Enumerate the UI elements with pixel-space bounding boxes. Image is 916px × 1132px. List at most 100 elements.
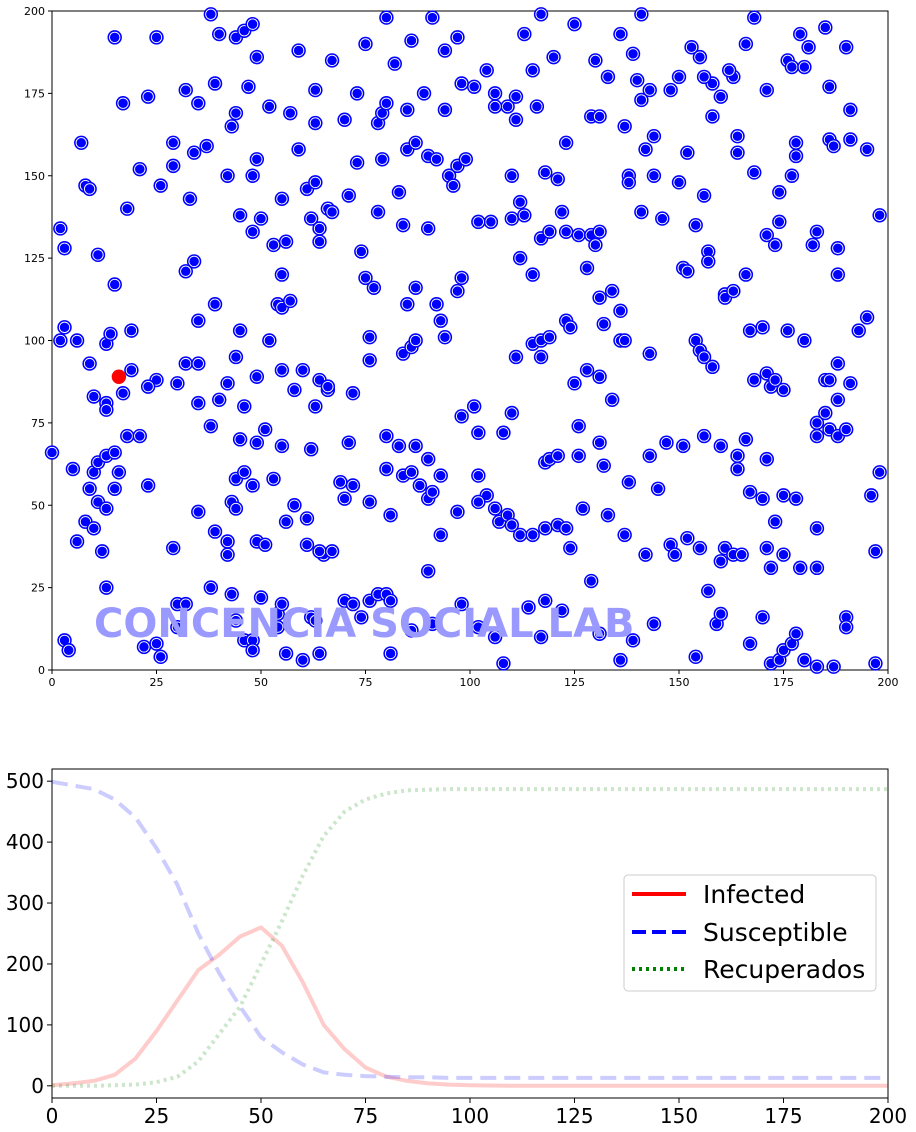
point-ring bbox=[786, 170, 798, 182]
x-tick-label: 25 bbox=[150, 676, 164, 689]
point-ring bbox=[447, 179, 459, 192]
point-ring bbox=[861, 143, 873, 156]
point-ring bbox=[790, 137, 802, 149]
point-ring bbox=[109, 278, 121, 291]
point-ring bbox=[280, 647, 292, 660]
point-ring bbox=[347, 598, 359, 610]
point-ring bbox=[694, 51, 706, 63]
point-ring bbox=[777, 489, 790, 502]
point-ring bbox=[83, 183, 96, 195]
point-ring bbox=[322, 380, 334, 393]
point-ring bbox=[455, 410, 468, 422]
point-ring bbox=[155, 179, 167, 192]
x-tick-label: 0 bbox=[46, 1104, 59, 1128]
x-tick-label: 125 bbox=[555, 1104, 593, 1128]
point-ring bbox=[355, 611, 367, 623]
point-ring bbox=[777, 384, 790, 396]
point-ring bbox=[439, 104, 451, 116]
line-y-axis: 0 100 200 300 400 500 bbox=[6, 769, 52, 1098]
point-ring bbox=[355, 245, 367, 258]
point-ring bbox=[121, 203, 133, 215]
point-ring bbox=[255, 591, 267, 604]
point-ring bbox=[619, 334, 631, 347]
point-ring bbox=[234, 433, 246, 445]
point-ring bbox=[167, 137, 179, 149]
point-ring bbox=[744, 486, 756, 498]
y-tick-label: 0 bbox=[38, 664, 45, 677]
point-ring bbox=[284, 107, 296, 119]
point-ring bbox=[351, 156, 363, 169]
point-ring bbox=[510, 114, 522, 126]
point-ring bbox=[828, 661, 840, 673]
point-ring bbox=[167, 542, 179, 554]
point-ring bbox=[715, 440, 727, 452]
point-ring bbox=[238, 400, 250, 413]
point-ring bbox=[472, 427, 485, 439]
point-ring bbox=[276, 598, 288, 610]
point-ring bbox=[560, 226, 572, 238]
point-ring bbox=[832, 430, 844, 442]
point-ring bbox=[740, 433, 752, 445]
point-ring bbox=[63, 644, 75, 656]
point-ring bbox=[368, 282, 380, 294]
point-ring bbox=[213, 394, 225, 406]
point-ring bbox=[54, 334, 67, 347]
point-ring bbox=[698, 71, 710, 83]
point-ring bbox=[535, 8, 547, 20]
point-ring bbox=[109, 483, 121, 495]
y-tick-label: 150 bbox=[24, 170, 45, 183]
point-ring bbox=[100, 404, 112, 416]
y-tick-label: 125 bbox=[24, 252, 45, 265]
point-ring bbox=[192, 506, 204, 518]
point-ring bbox=[669, 549, 681, 561]
point-ring bbox=[230, 31, 242, 44]
point-ring bbox=[180, 598, 192, 610]
point-ring bbox=[823, 81, 836, 93]
point-ring bbox=[142, 479, 154, 492]
point-ring bbox=[180, 84, 192, 96]
point-ring bbox=[221, 170, 234, 182]
point-ring bbox=[606, 285, 618, 297]
point-ring bbox=[343, 436, 355, 449]
point-ring bbox=[389, 58, 401, 70]
point-ring bbox=[731, 130, 744, 142]
point-ring bbox=[238, 466, 250, 478]
point-ring bbox=[422, 222, 434, 235]
scatter-chart: 0 25 50 75 100 125 150 175 200 0 25 50 75 100 125 150 1… bbox=[24, 5, 899, 689]
point-ring bbox=[276, 268, 288, 281]
line-x-axis: 0 25 50 75 100 125 150 175 200 bbox=[46, 1098, 907, 1128]
x-tick-label: 175 bbox=[773, 676, 794, 689]
point-ring bbox=[673, 71, 685, 83]
point-ring bbox=[798, 61, 811, 73]
point-ring bbox=[134, 430, 146, 442]
point-ring bbox=[560, 137, 572, 149]
point-ring bbox=[535, 351, 547, 363]
point-ring bbox=[527, 268, 539, 281]
point-ring bbox=[272, 621, 284, 633]
point-ring bbox=[83, 357, 96, 370]
point-ring bbox=[246, 170, 259, 182]
point-ring bbox=[171, 377, 184, 389]
x-tick-label: 200 bbox=[878, 676, 899, 689]
point-ring bbox=[593, 628, 606, 640]
point-ring bbox=[794, 562, 806, 574]
x-tick-label: 75 bbox=[353, 1104, 378, 1128]
point-ring bbox=[58, 321, 71, 333]
point-ring bbox=[364, 331, 376, 343]
point-ring bbox=[451, 506, 464, 518]
point-ring bbox=[828, 140, 840, 152]
point-ring bbox=[493, 516, 505, 528]
point-ring bbox=[873, 466, 886, 478]
point-ring bbox=[489, 502, 501, 515]
point-ring bbox=[309, 614, 321, 627]
point-ring bbox=[811, 562, 823, 574]
point-ring bbox=[347, 479, 359, 492]
point-ring bbox=[410, 137, 422, 149]
point-ring bbox=[811, 417, 823, 429]
point-ring bbox=[573, 229, 585, 241]
point-ring bbox=[731, 463, 744, 475]
point-ring bbox=[309, 176, 321, 188]
point-ring bbox=[510, 91, 522, 103]
point-ring bbox=[539, 166, 551, 179]
